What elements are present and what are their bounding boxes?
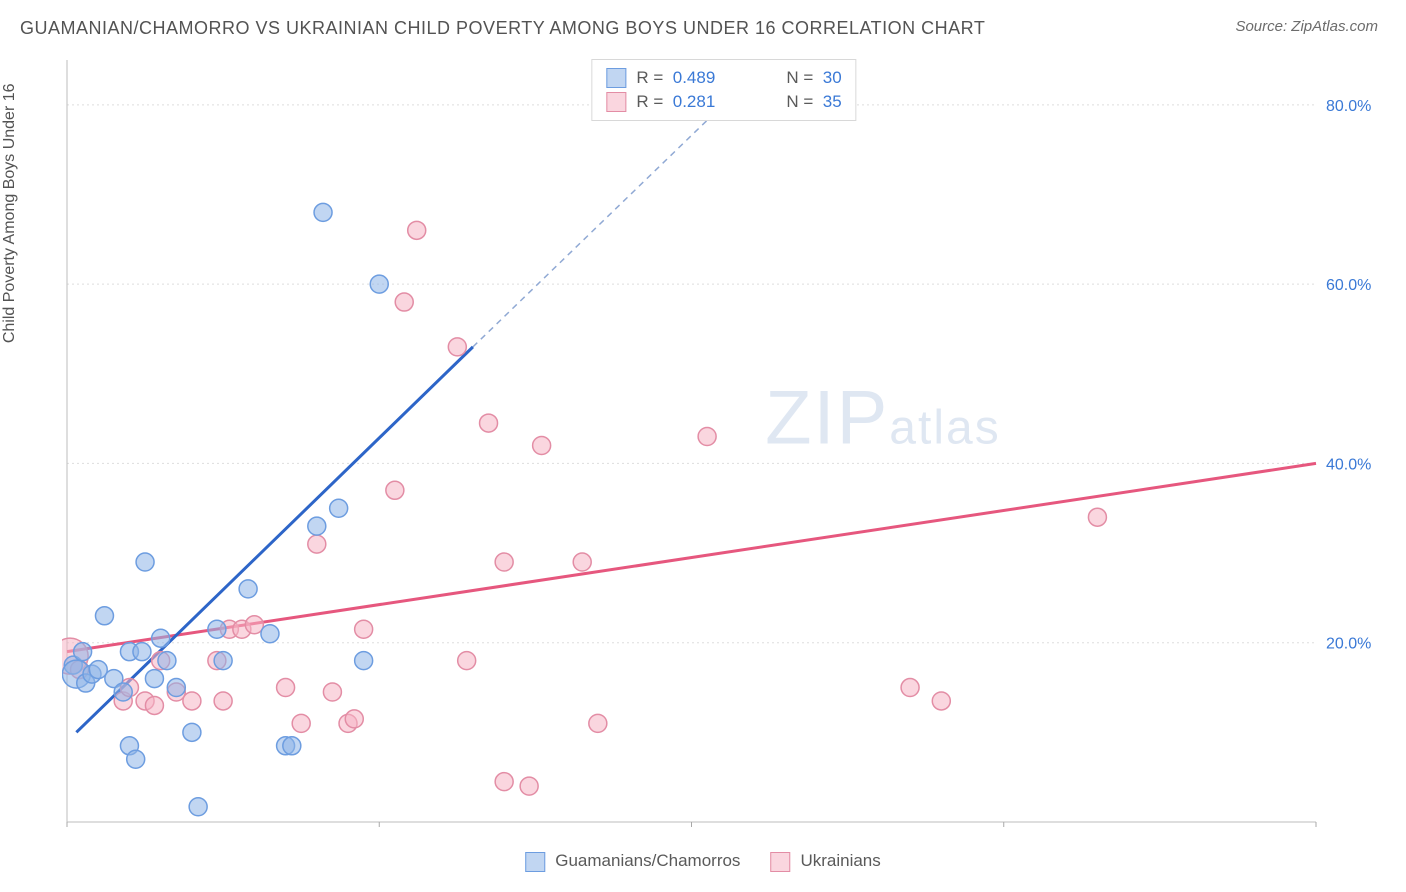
plot-svg: 20.0%40.0%60.0%80.0%0.0%40.0% (62, 55, 1386, 827)
legend-series: Guamanians/Chamorros Ukrainians (525, 851, 881, 872)
legend-swatch-pink (606, 92, 626, 112)
svg-text:60.0%: 60.0% (1326, 277, 1371, 294)
legend-swatch-blue (606, 68, 626, 88)
svg-text:20.0%: 20.0% (1326, 636, 1371, 653)
svg-text:80.0%: 80.0% (1326, 98, 1371, 115)
svg-text:40.0%: 40.0% (1326, 456, 1371, 473)
chart-title: GUAMANIAN/CHAMORRO VS UKRAINIAN CHILD PO… (20, 18, 1386, 39)
legend-swatch-pink-2 (770, 852, 790, 872)
scatter-plot: 20.0%40.0%60.0%80.0%0.0%40.0% R = 0.489 … (62, 55, 1386, 827)
chart-area: Child Poverty Among Boys Under 16 20.0%4… (20, 55, 1386, 872)
legend-correlation: R = 0.489 N = 30 R = 0.281 N = 35 (591, 59, 856, 121)
source-attribution: Source: ZipAtlas.com (1235, 18, 1378, 35)
legend-swatch-blue-2 (525, 852, 545, 872)
y-axis-label: Child Poverty Among Boys Under 16 (1, 83, 19, 343)
